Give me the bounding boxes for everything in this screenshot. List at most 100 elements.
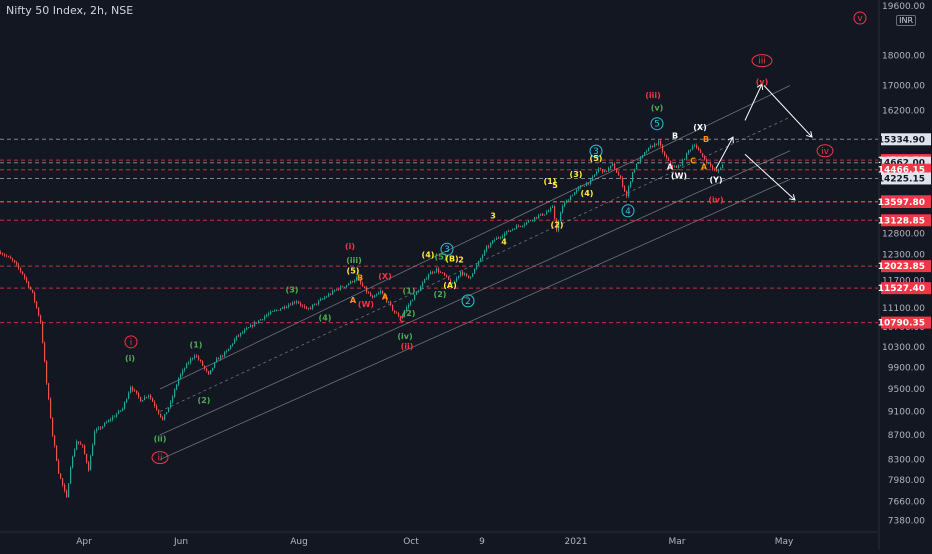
- candle-body: [172, 396, 174, 402]
- candle-body: [680, 165, 682, 167]
- candle-body: [434, 271, 436, 273]
- candle-body: [526, 222, 528, 225]
- candle-body: [564, 202, 566, 207]
- candle-body: [510, 230, 512, 232]
- candle-body: [438, 268, 440, 273]
- candle-body: [474, 268, 476, 274]
- y-tick-label: 12800.00: [882, 230, 925, 240]
- projection-arrowhead: [727, 136, 734, 144]
- candle-body: [392, 304, 394, 311]
- candle-body: [132, 387, 134, 391]
- price-level-tag: [881, 133, 931, 146]
- candle-body: [442, 272, 444, 274]
- candle-body: [646, 151, 648, 153]
- candle-body: [480, 258, 482, 262]
- wave-label: (4): [581, 189, 594, 198]
- candle-body: [470, 276, 472, 279]
- candle-body: [398, 313, 400, 317]
- candle-body: [240, 332, 242, 336]
- candle-body: [244, 329, 246, 333]
- candle-body: [44, 342, 46, 362]
- price-level-tag: [881, 260, 931, 273]
- y-tick-label: 7980.00: [888, 476, 925, 486]
- candle-body: [268, 313, 270, 315]
- candle-body: [542, 213, 544, 216]
- candle-body: [130, 387, 132, 393]
- candle-body: [204, 365, 206, 369]
- candle-body: [420, 286, 422, 292]
- wave-label: 2: [458, 255, 464, 264]
- candle-body: [676, 166, 678, 168]
- candle-body: [74, 449, 76, 457]
- wave-label-circle: [853, 11, 867, 25]
- candle-body: [250, 325, 252, 328]
- projection-line: [763, 85, 813, 138]
- candle-body: [708, 162, 710, 164]
- y-tick-label: 8700.00: [888, 431, 925, 441]
- candle-body: [558, 220, 560, 231]
- candle-body: [100, 427, 102, 429]
- candle-body: [584, 185, 586, 187]
- candle-body: [36, 301, 38, 308]
- wave-label-circle: [589, 144, 603, 158]
- candle-body: [686, 152, 688, 160]
- candle-body: [374, 295, 376, 298]
- candle-body: [448, 276, 450, 280]
- candle-body: [562, 206, 564, 213]
- candle-body: [386, 296, 388, 302]
- candle-body: [140, 397, 142, 402]
- wave-label: ii: [157, 454, 162, 464]
- candle-body: [426, 278, 428, 280]
- candle-body: [120, 410, 122, 412]
- candle-body: [72, 456, 74, 468]
- y-tick-label: 7660.00: [888, 497, 925, 507]
- wave-label: v: [857, 14, 863, 24]
- candle-body: [688, 150, 690, 153]
- candle-body: [402, 314, 404, 318]
- candle-body: [66, 490, 68, 498]
- candle-body: [554, 206, 556, 219]
- candle-body: [68, 483, 70, 498]
- wave-label: (2): [551, 221, 564, 230]
- wave-label: (v): [651, 103, 664, 112]
- wave-label: (W): [671, 172, 687, 181]
- candle-body: [182, 370, 184, 375]
- candle-body: [280, 308, 282, 311]
- candle-body: [306, 307, 308, 309]
- candle-body: [400, 316, 402, 318]
- wave-label-circle: [751, 54, 773, 68]
- candle-body: [348, 283, 350, 286]
- candle-body: [640, 157, 642, 163]
- candle-body: [476, 265, 478, 269]
- candle-body: [720, 168, 722, 170]
- candle-body: [344, 286, 346, 288]
- wave-label: (iii): [346, 256, 362, 265]
- candle-body: [478, 261, 480, 266]
- candle-body: [106, 422, 108, 424]
- candle-body: [690, 149, 692, 151]
- candle-body: [60, 473, 62, 479]
- x-tick-label: Oct: [403, 537, 419, 547]
- wave-label: (1): [544, 177, 557, 186]
- x-tick-label: 2021: [565, 537, 588, 547]
- candle-body: [466, 273, 468, 276]
- wave-label: C: [690, 157, 696, 166]
- candle-body: [662, 145, 664, 152]
- candle-body: [706, 159, 708, 163]
- candle-body: [642, 155, 644, 158]
- candle-body: [512, 229, 514, 231]
- candle-body: [48, 383, 50, 399]
- candle-body: [170, 401, 172, 408]
- currency-badge[interactable]: INR: [896, 15, 916, 26]
- trend-channel-line: [159, 150, 791, 436]
- candle-body: [150, 395, 152, 399]
- candle-body: [234, 339, 236, 344]
- price-level-tag: [881, 282, 931, 295]
- candle-body: [560, 212, 562, 221]
- candle-body: [326, 296, 328, 298]
- projection-arrowhead: [789, 194, 796, 201]
- wave-label: 4: [625, 207, 631, 217]
- wave-label: i: [130, 338, 133, 348]
- wave-label: A: [667, 163, 674, 172]
